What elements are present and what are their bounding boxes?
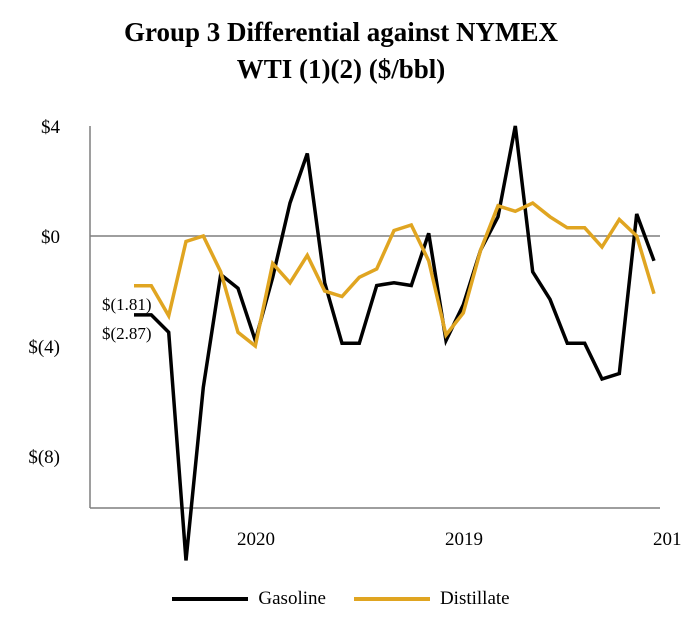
chart-title: Group 3 Differential against NYMEX WTI (… (0, 14, 682, 88)
y-tick-label: $4 (41, 117, 61, 138)
chart-title-line-2: WTI (1)(2) ($/bbl) (236, 54, 446, 84)
legend-label-gasoline: Gasoline (258, 588, 326, 609)
legend-item-distillate[interactable]: Distillate (353, 588, 510, 610)
legend-item-gasoline[interactable]: Gasoline (172, 588, 326, 610)
legend-swatch-gasoline (172, 597, 249, 601)
y-tick-label: $(4) (28, 337, 60, 358)
x-axis-ticks: 2020 2019 2018 (237, 529, 682, 550)
chart-legend: Gasoline Distillate (0, 588, 682, 610)
value-annotations: $(1.81) $(2.87) (102, 295, 152, 343)
series-line-distillate (134, 200, 656, 350)
series-line-gasoline (134, 125, 656, 561)
data-label: $(2.87) (102, 324, 152, 343)
y-tick-label: $0 (41, 227, 60, 248)
legend-label-distillate: Distillate (439, 588, 510, 609)
x-tick-label: 2019 (445, 529, 483, 550)
chart-axes (89, 126, 660, 509)
series-lines (134, 125, 656, 561)
x-tick-label: 2020 (237, 529, 275, 550)
x-tick-label: 2018 (653, 529, 682, 550)
legend-swatch-distillate (353, 597, 430, 601)
y-axis-ticks: $4 $0 $(4) $(8) (28, 117, 60, 468)
chart-title-line-1: Group 3 Differential against NYMEX (124, 17, 558, 47)
y-tick-label: $(8) (28, 447, 60, 468)
data-label: $(1.81) (102, 295, 152, 314)
